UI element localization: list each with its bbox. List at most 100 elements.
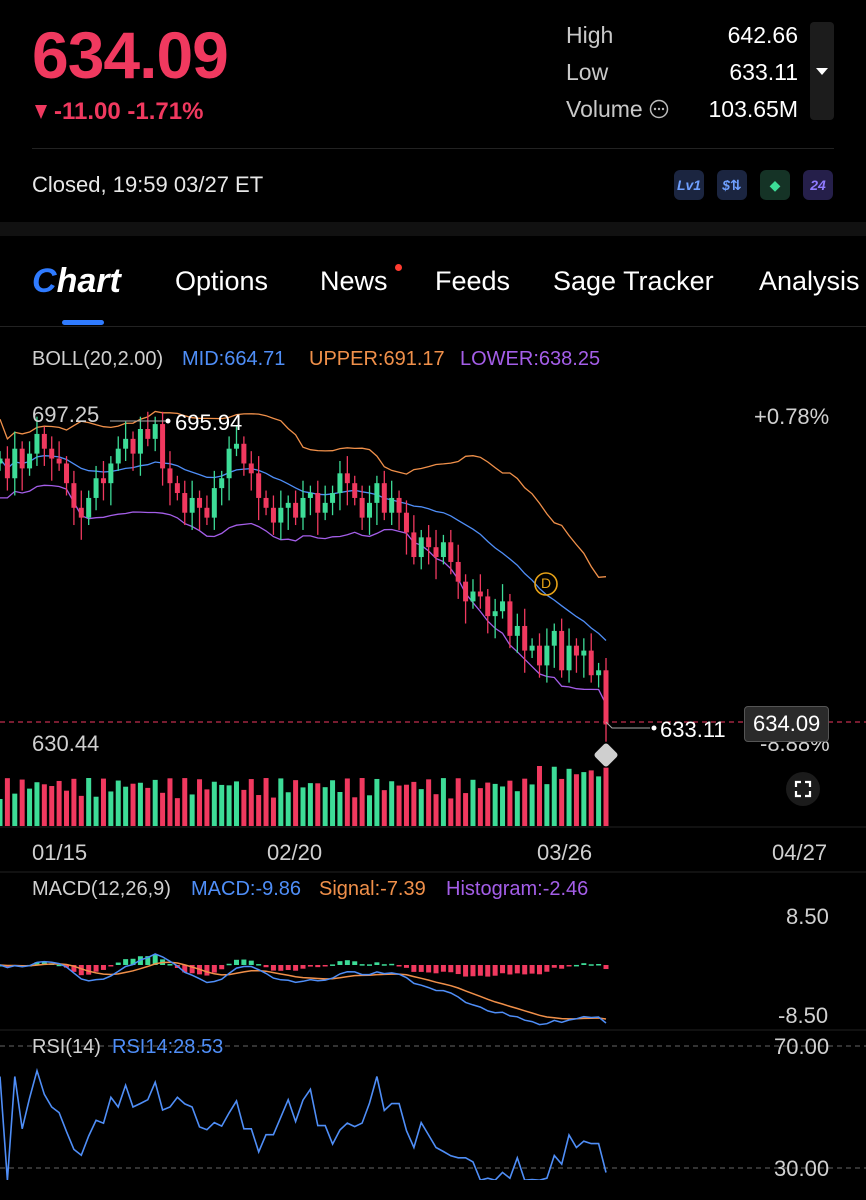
- candle-body: [137, 429, 143, 454]
- gem-badge[interactable]: ◆: [760, 170, 790, 200]
- macd-histogram-value: Histogram:-2.46: [446, 878, 589, 900]
- candle-body: [544, 645, 550, 666]
- section-separator: [0, 222, 866, 236]
- volume-bar: [204, 789, 210, 826]
- macd-axis-bottom: -8.50: [778, 1003, 829, 1028]
- high-label: High: [566, 22, 614, 48]
- macd-histogram-bar: [367, 964, 373, 966]
- caret-down-icon: [816, 68, 828, 75]
- candle-body: [167, 468, 173, 484]
- macd-histogram-bar: [551, 965, 557, 968]
- volume-bar: [315, 783, 321, 826]
- volume-bar: [485, 782, 491, 826]
- tab-options[interactable]: Options: [175, 266, 269, 296]
- candle-body: [160, 424, 166, 469]
- volume-bar: [588, 770, 594, 826]
- macd-histogram-bar: [115, 962, 121, 965]
- macd-axis-top: 8.50: [786, 904, 829, 929]
- macd-histogram-bar: [300, 965, 306, 969]
- macd-histogram-bar: [403, 965, 409, 968]
- volume-bar: [455, 778, 461, 826]
- volume-bar: [544, 784, 550, 826]
- macd-histogram-bar: [566, 965, 572, 967]
- volume-bar: [189, 794, 195, 826]
- volume-bar: [514, 791, 520, 826]
- dollar-swap-badge[interactable]: $⇅: [717, 170, 747, 200]
- candle-body: [211, 488, 217, 518]
- macd-histogram-bar: [330, 964, 336, 966]
- macd-histogram-bar: [529, 965, 535, 974]
- macd-histogram-bar: [182, 965, 188, 973]
- candle-body: [256, 473, 262, 498]
- macd-histogram-bar: [581, 963, 587, 965]
- candle-body: [152, 424, 158, 439]
- volume-bar: [86, 778, 92, 826]
- tab-chart[interactable]: Chart: [32, 262, 121, 301]
- macd-histogram-bar: [211, 965, 217, 973]
- candle-body: [285, 502, 291, 508]
- tab-feeds[interactable]: Feeds: [435, 266, 511, 296]
- candle-body: [529, 645, 535, 651]
- macd-histogram-bar: [293, 965, 299, 971]
- macd-histogram-bar: [307, 965, 313, 967]
- macd-histogram-bar: [233, 959, 239, 965]
- date-tick: 04/27: [772, 840, 828, 865]
- candle-body: [588, 650, 594, 676]
- candle-body: [344, 473, 350, 484]
- volume-bar: [100, 778, 106, 826]
- macd-histogram-bar: [544, 965, 550, 972]
- candle-body: [477, 591, 483, 597]
- volume-value: 103.65M: [708, 96, 798, 122]
- macd-histogram-bar: [507, 965, 513, 975]
- tab-analysis[interactable]: Analysis: [759, 266, 860, 296]
- boll-upper-line: [0, 410, 607, 578]
- candle-body: [603, 670, 609, 725]
- volume-bar: [448, 798, 454, 826]
- candle-body: [596, 670, 602, 676]
- volume-bar: [411, 781, 417, 826]
- level1-badge-label: Lv1: [676, 177, 702, 193]
- macd-histogram-bar: [492, 965, 498, 976]
- rsi-value: RSI14:28.53: [112, 1036, 224, 1058]
- macd-histogram-bar: [34, 962, 40, 965]
- diamond-marker-icon[interactable]: [593, 742, 618, 767]
- high-value: 642.66: [727, 22, 798, 48]
- candle-body: [278, 507, 284, 523]
- macd-histogram-bar: [86, 965, 92, 975]
- boll-name: BOLL(20,2.00): [32, 348, 164, 370]
- candle-body: [248, 463, 254, 474]
- candle-body: [566, 645, 572, 671]
- event-marker-label: D: [540, 575, 552, 591]
- volume-bar: [226, 785, 232, 826]
- fullscreen-button[interactable]: [786, 772, 820, 806]
- macd-histogram-bar: [56, 964, 62, 967]
- volume-bar: [174, 798, 180, 826]
- candle-body: [403, 512, 409, 533]
- volume-bar: [477, 788, 483, 826]
- macd-histogram-bar: [226, 963, 232, 966]
- candle-body: [270, 507, 276, 523]
- volume-bar: [566, 768, 572, 826]
- candle-body: [440, 542, 446, 558]
- expand-stats-button[interactable]: [810, 22, 834, 120]
- candle-body: [367, 502, 373, 518]
- rsi-line: [0, 1067, 607, 1180]
- candle-body: [0, 458, 3, 464]
- rsi-name: RSI(14): [32, 1036, 101, 1058]
- macd-histogram-bar: [381, 964, 387, 966]
- overnight-24-badge[interactable]: 24: [803, 170, 833, 200]
- dividend-event-marker[interactable]: [534, 572, 558, 596]
- volume-bar: [418, 789, 424, 826]
- tab-news[interactable]: News: [320, 266, 388, 296]
- macd-histogram-bar: [426, 965, 432, 973]
- candle-body: [130, 438, 136, 454]
- volume-bar: [559, 778, 565, 826]
- price-change-text: -11.00 -1.71%: [54, 98, 204, 125]
- tab-sage-tracker[interactable]: Sage Tracker: [553, 266, 714, 296]
- macd-histogram-bar: [189, 965, 195, 974]
- volume-bar: [233, 781, 239, 826]
- level1-badge[interactable]: Lv1: [674, 170, 704, 200]
- volume-bar: [12, 793, 18, 826]
- more-info-icon[interactable]: [649, 99, 669, 119]
- stock-chart[interactable]: [0, 340, 866, 1180]
